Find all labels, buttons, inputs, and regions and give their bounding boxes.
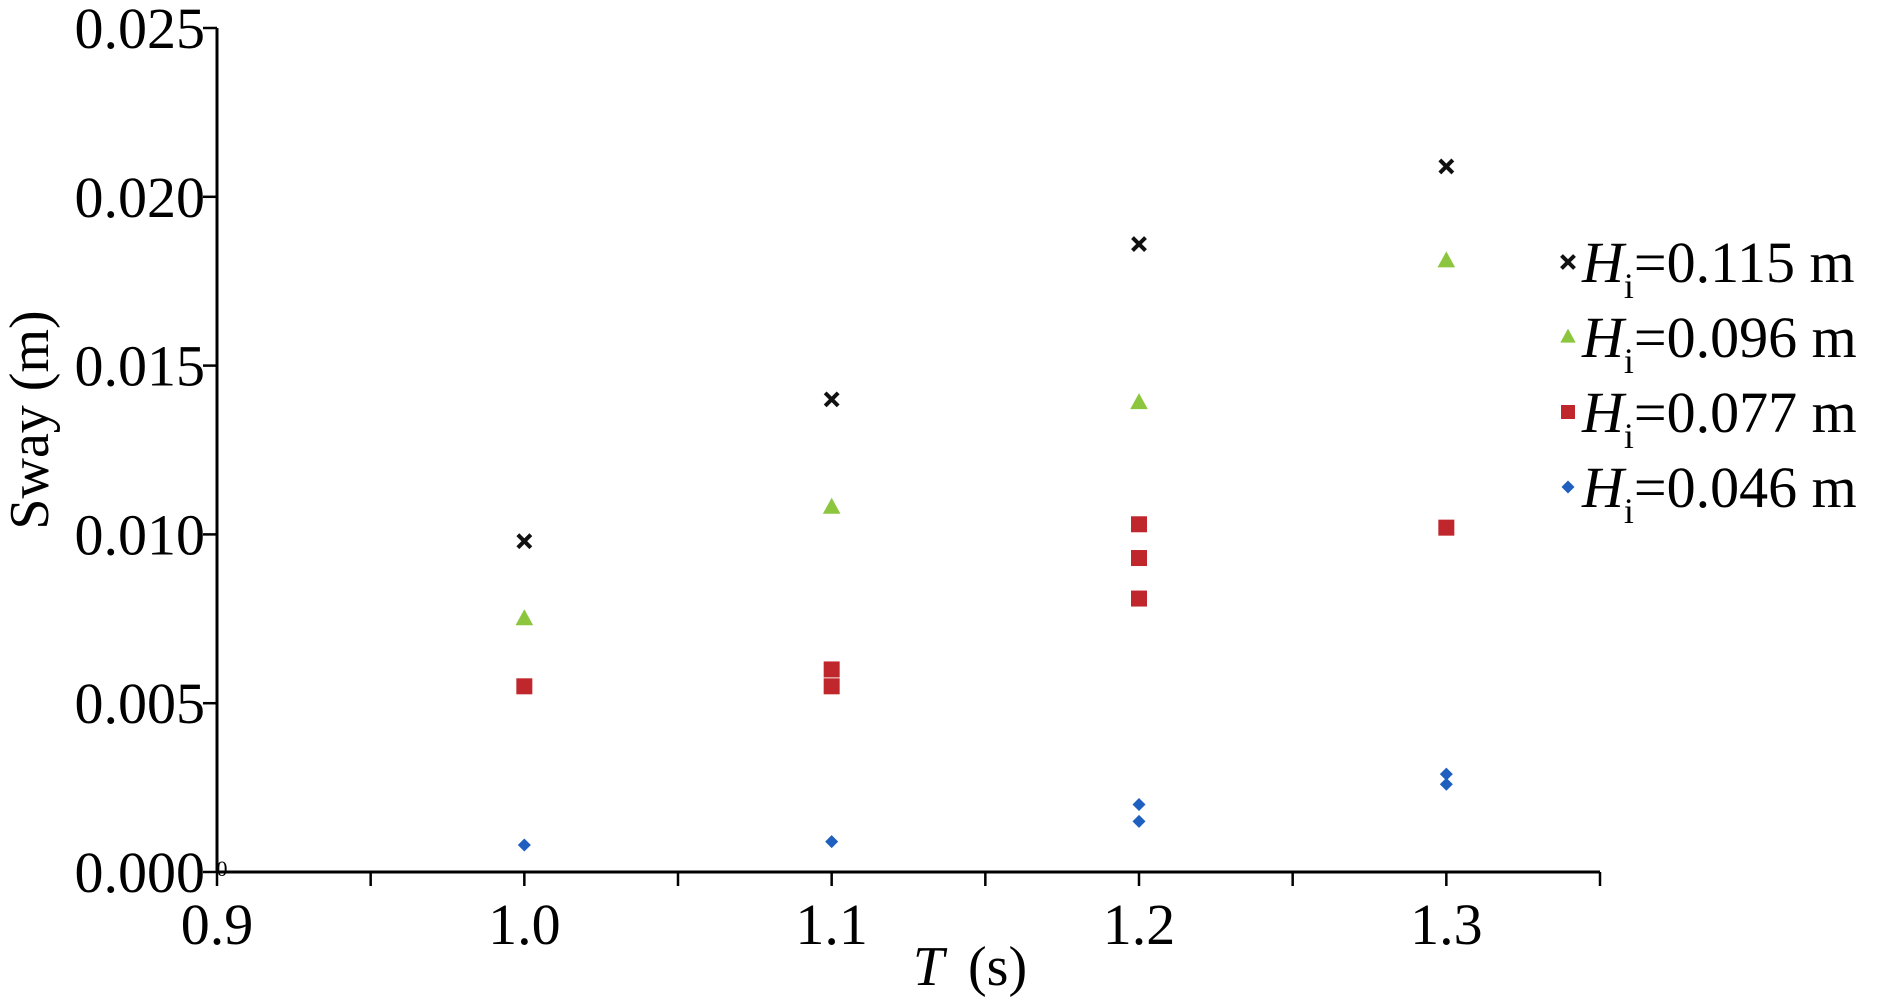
x-tick-label: 1.0 bbox=[488, 892, 561, 957]
data-point bbox=[516, 533, 533, 550]
data-points bbox=[515, 158, 1456, 852]
marker-stroke bbox=[1560, 254, 1576, 270]
data-point bbox=[1438, 158, 1455, 175]
legend-entry: Hi=0.046 m bbox=[1561, 455, 1857, 531]
legend: Hi=0.115 mHi=0.096 mHi=0.077 mHi=0.046 m bbox=[1560, 230, 1857, 531]
y-tick-label: 0.020 bbox=[75, 165, 206, 230]
legend-marker bbox=[1561, 480, 1575, 494]
marker-stroke bbox=[1131, 236, 1147, 252]
data-point bbox=[516, 678, 533, 695]
legend-entry: Hi=0.115 m bbox=[1560, 230, 1855, 306]
x-tick-label: 0.9 bbox=[181, 892, 254, 957]
x-tick-label: 1.2 bbox=[1103, 892, 1176, 957]
marker-stroke bbox=[1438, 158, 1455, 175]
y-axis-title: Sway (m) bbox=[0, 310, 61, 529]
marker-stroke bbox=[516, 533, 533, 550]
data-point bbox=[825, 835, 839, 849]
x-axis-ticks: 0.9 1.0 1.1 1.2 1.3 bbox=[181, 872, 1602, 957]
legend-label: Hi=0.115 m bbox=[1581, 230, 1855, 306]
legend-label: Hi=0.046 m bbox=[1581, 455, 1857, 531]
data-point bbox=[1437, 251, 1456, 268]
data-point bbox=[823, 391, 840, 408]
legend-entry: Hi=0.077 m bbox=[1561, 380, 1857, 456]
marker-stroke bbox=[823, 391, 840, 408]
y-tick-label: 0.015 bbox=[75, 334, 206, 399]
legend-marker bbox=[1560, 254, 1576, 270]
x-axis-symbol: T bbox=[913, 936, 948, 998]
y-axis-ticks: 0.000 0.005 0.010 0.015 0.020 0.025 bbox=[75, 0, 217, 905]
legend-marker bbox=[1560, 328, 1576, 343]
series-2 bbox=[515, 251, 1456, 626]
data-point bbox=[1132, 797, 1146, 811]
x-axis-title: T (s) bbox=[913, 936, 1027, 998]
data-point bbox=[1439, 777, 1453, 791]
y-tick-label: 0.005 bbox=[75, 671, 206, 736]
origin-label: 0 bbox=[217, 856, 228, 881]
x-tick-label: 1.1 bbox=[795, 892, 868, 957]
data-point bbox=[1438, 519, 1455, 536]
data-point bbox=[823, 661, 840, 678]
legend-entry: Hi=0.096 m bbox=[1560, 305, 1857, 381]
series-1 bbox=[516, 158, 1455, 550]
x-tick-label: 1.3 bbox=[1410, 892, 1483, 957]
data-point bbox=[1130, 393, 1148, 410]
data-point bbox=[1131, 550, 1147, 567]
x-axis-unit: (s) bbox=[968, 936, 1027, 998]
legend-marker bbox=[1561, 405, 1575, 419]
data-point bbox=[515, 609, 534, 626]
y-tick-label: 0.025 bbox=[75, 0, 206, 61]
data-point bbox=[1131, 236, 1147, 252]
data-point bbox=[1439, 767, 1453, 781]
legend-label: Hi=0.077 m bbox=[1581, 380, 1857, 456]
data-point bbox=[517, 838, 531, 852]
y-tick-label: 0.010 bbox=[75, 502, 206, 567]
data-point bbox=[1131, 590, 1147, 607]
legend-label: Hi=0.096 m bbox=[1581, 305, 1857, 381]
data-point bbox=[822, 497, 841, 514]
series-3 bbox=[516, 516, 1455, 695]
y-tick-label: 0.000 bbox=[75, 840, 206, 905]
data-point bbox=[1131, 516, 1147, 533]
series-4 bbox=[517, 767, 1453, 852]
data-point bbox=[1132, 814, 1146, 828]
data-point bbox=[823, 678, 840, 695]
axes bbox=[215, 28, 1600, 874]
